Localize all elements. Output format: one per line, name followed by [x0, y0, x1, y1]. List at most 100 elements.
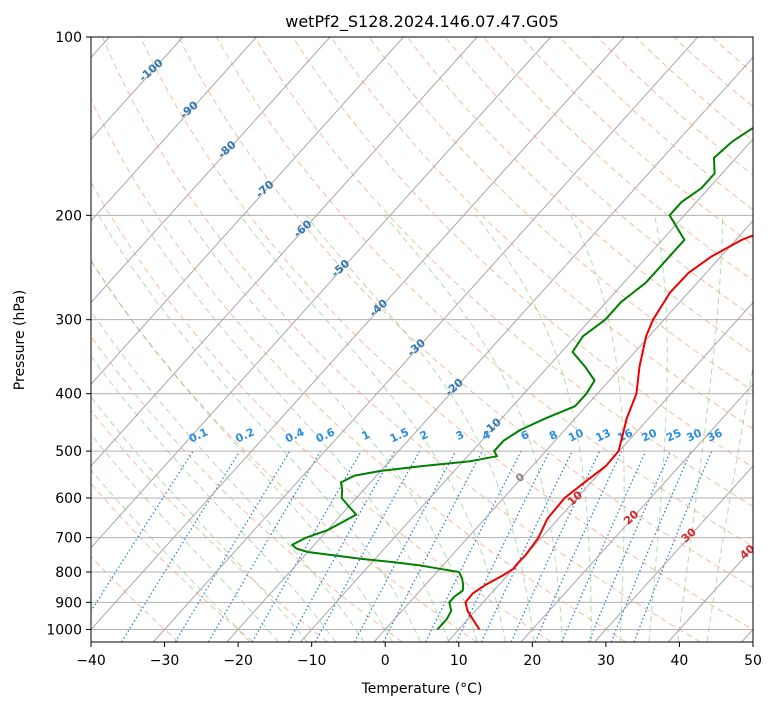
isotherm-label: 10	[565, 488, 585, 508]
mixing-ratio-line	[121, 450, 241, 642]
y-axis-title: Pressure (hPa)	[12, 290, 28, 390]
mixing-ratio-label: 30	[684, 426, 704, 444]
dry-adiabat	[91, 482, 254, 642]
mixing-ratio-line	[174, 450, 291, 642]
y-tick-label: 400	[55, 387, 82, 403]
moist-adiabat	[475, 214, 592, 642]
mixing-ratio-label: 0.2	[233, 425, 256, 445]
isotherm-label: 40	[737, 542, 757, 562]
mixing-ratio-label: 10	[566, 426, 586, 444]
mixing-ratio-label: 13	[593, 426, 612, 444]
x-tick-label: 40	[671, 653, 689, 669]
mixing-ratio-label: 0.1	[187, 425, 210, 445]
mixing-ratio-line	[354, 450, 457, 642]
y-tick-label: 1000	[46, 622, 82, 638]
mixing-ratio-label: 16	[615, 426, 635, 444]
x-tick-label: −20	[223, 653, 253, 669]
dry-adiabat	[597, 37, 753, 176]
dry-adiabat	[444, 37, 753, 318]
isotherm-line	[299, 138, 753, 642]
y-tick-label: 600	[55, 491, 82, 507]
mixing-ratio-line	[561, 450, 647, 642]
line-labels: -100-90-80-70-60-50-40-30-20-10010203040…	[137, 56, 757, 562]
moist-adiabat	[570, 215, 625, 642]
mixing-ratio-line	[534, 450, 623, 642]
moist-adiabat	[239, 215, 506, 642]
plot-frame	[90, 36, 754, 643]
y-tick-label: 500	[55, 444, 82, 460]
isotherm-line	[91, 37, 184, 140]
isotherm-line	[91, 37, 331, 304]
moist-adiabat	[91, 469, 250, 642]
moist-adiabat	[648, 215, 668, 642]
background-lines	[91, 37, 753, 642]
isotherm-line	[226, 56, 753, 642]
dry-adiabat	[521, 37, 753, 246]
isotherm-line	[447, 301, 753, 642]
mixing-ratio-line	[456, 450, 551, 642]
mixing-ratio-line	[288, 450, 396, 642]
dry-adiabat	[101, 37, 701, 642]
x-axis: −40 −30 −20 −10 0 10 20 30 40 50	[76, 642, 762, 669]
dry-adiabat	[635, 37, 753, 142]
moist-adiabat	[91, 433, 279, 642]
x-tick-label: 10	[450, 653, 468, 669]
mixing-ratio-label: 2	[418, 428, 430, 443]
chart-title: wetPf2_S128.2024.146.07.47.G05	[285, 12, 559, 32]
mixing-ratio-label: 1	[360, 428, 372, 443]
isotherm-line	[91, 37, 478, 467]
dewpoint-profile	[291, 126, 753, 631]
moist-adiabat	[305, 214, 535, 642]
dry-adiabat	[139, 37, 753, 630]
y-tick-label: 300	[55, 313, 82, 329]
y-tick-label: 200	[55, 208, 82, 224]
x-tick-label: 0	[381, 653, 390, 669]
mixing-ratio-line	[382, 450, 483, 642]
dry-adiabat	[749, 37, 753, 41]
y-tick-label: 800	[55, 565, 82, 581]
mixing-ratio-label: 25	[664, 426, 683, 444]
mixing-ratio-label: 1.5	[388, 425, 411, 445]
dry-adiabat	[216, 37, 753, 548]
mixing-ratio-line	[633, 450, 713, 642]
moist-adiabat	[91, 396, 308, 642]
isotherm-line	[594, 465, 753, 642]
mixing-ratio-label: 20	[640, 426, 660, 444]
x-axis-title: Temperature (°C)	[361, 681, 483, 697]
temperature-profile	[464, 234, 753, 630]
isotherm-line	[91, 37, 404, 386]
isotherm-line	[91, 37, 552, 549]
x-tick-label: −30	[150, 653, 180, 669]
mixing-ratio-line	[314, 450, 421, 642]
moist-adiabat	[384, 214, 563, 642]
dry-adiabat	[91, 409, 328, 642]
y-tick-label: 700	[55, 531, 82, 547]
mixing-ratio-label: 0.6	[314, 425, 337, 445]
dry-adiabat	[330, 37, 753, 430]
y-tick-label: 100	[55, 30, 82, 46]
mixing-ratio-line	[91, 450, 194, 613]
isotherm-line	[91, 37, 625, 631]
isotherm-label: 30	[679, 525, 699, 545]
x-tick-label: 50	[744, 653, 762, 669]
y-axis: 1000 900 800 700 600 500 400 300 200 100	[46, 30, 91, 638]
dry-adiabat	[254, 37, 753, 508]
moist-adiabat	[91, 310, 365, 642]
x-tick-label: −10	[297, 653, 327, 669]
y-tick-label: 900	[55, 595, 82, 611]
dry-adiabat	[91, 335, 403, 642]
isotherm-label: -30	[405, 336, 429, 359]
mixing-ratio-line	[588, 450, 672, 642]
moist-adiabat	[98, 215, 421, 642]
mixing-ratio-line	[610, 450, 692, 642]
mixing-ratio-label: 36	[705, 426, 725, 444]
dry-adiabat	[178, 37, 753, 589]
isotherm-label: -40	[367, 296, 391, 319]
dry-adiabat	[559, 37, 753, 211]
moist-adiabat	[138, 215, 450, 642]
isotherm-line	[520, 383, 753, 642]
x-tick-label: 20	[523, 653, 541, 669]
moist-adiabat	[706, 364, 753, 642]
mixing-ratio-label: 0.4	[283, 425, 306, 445]
isotherm-line	[152, 37, 699, 642]
